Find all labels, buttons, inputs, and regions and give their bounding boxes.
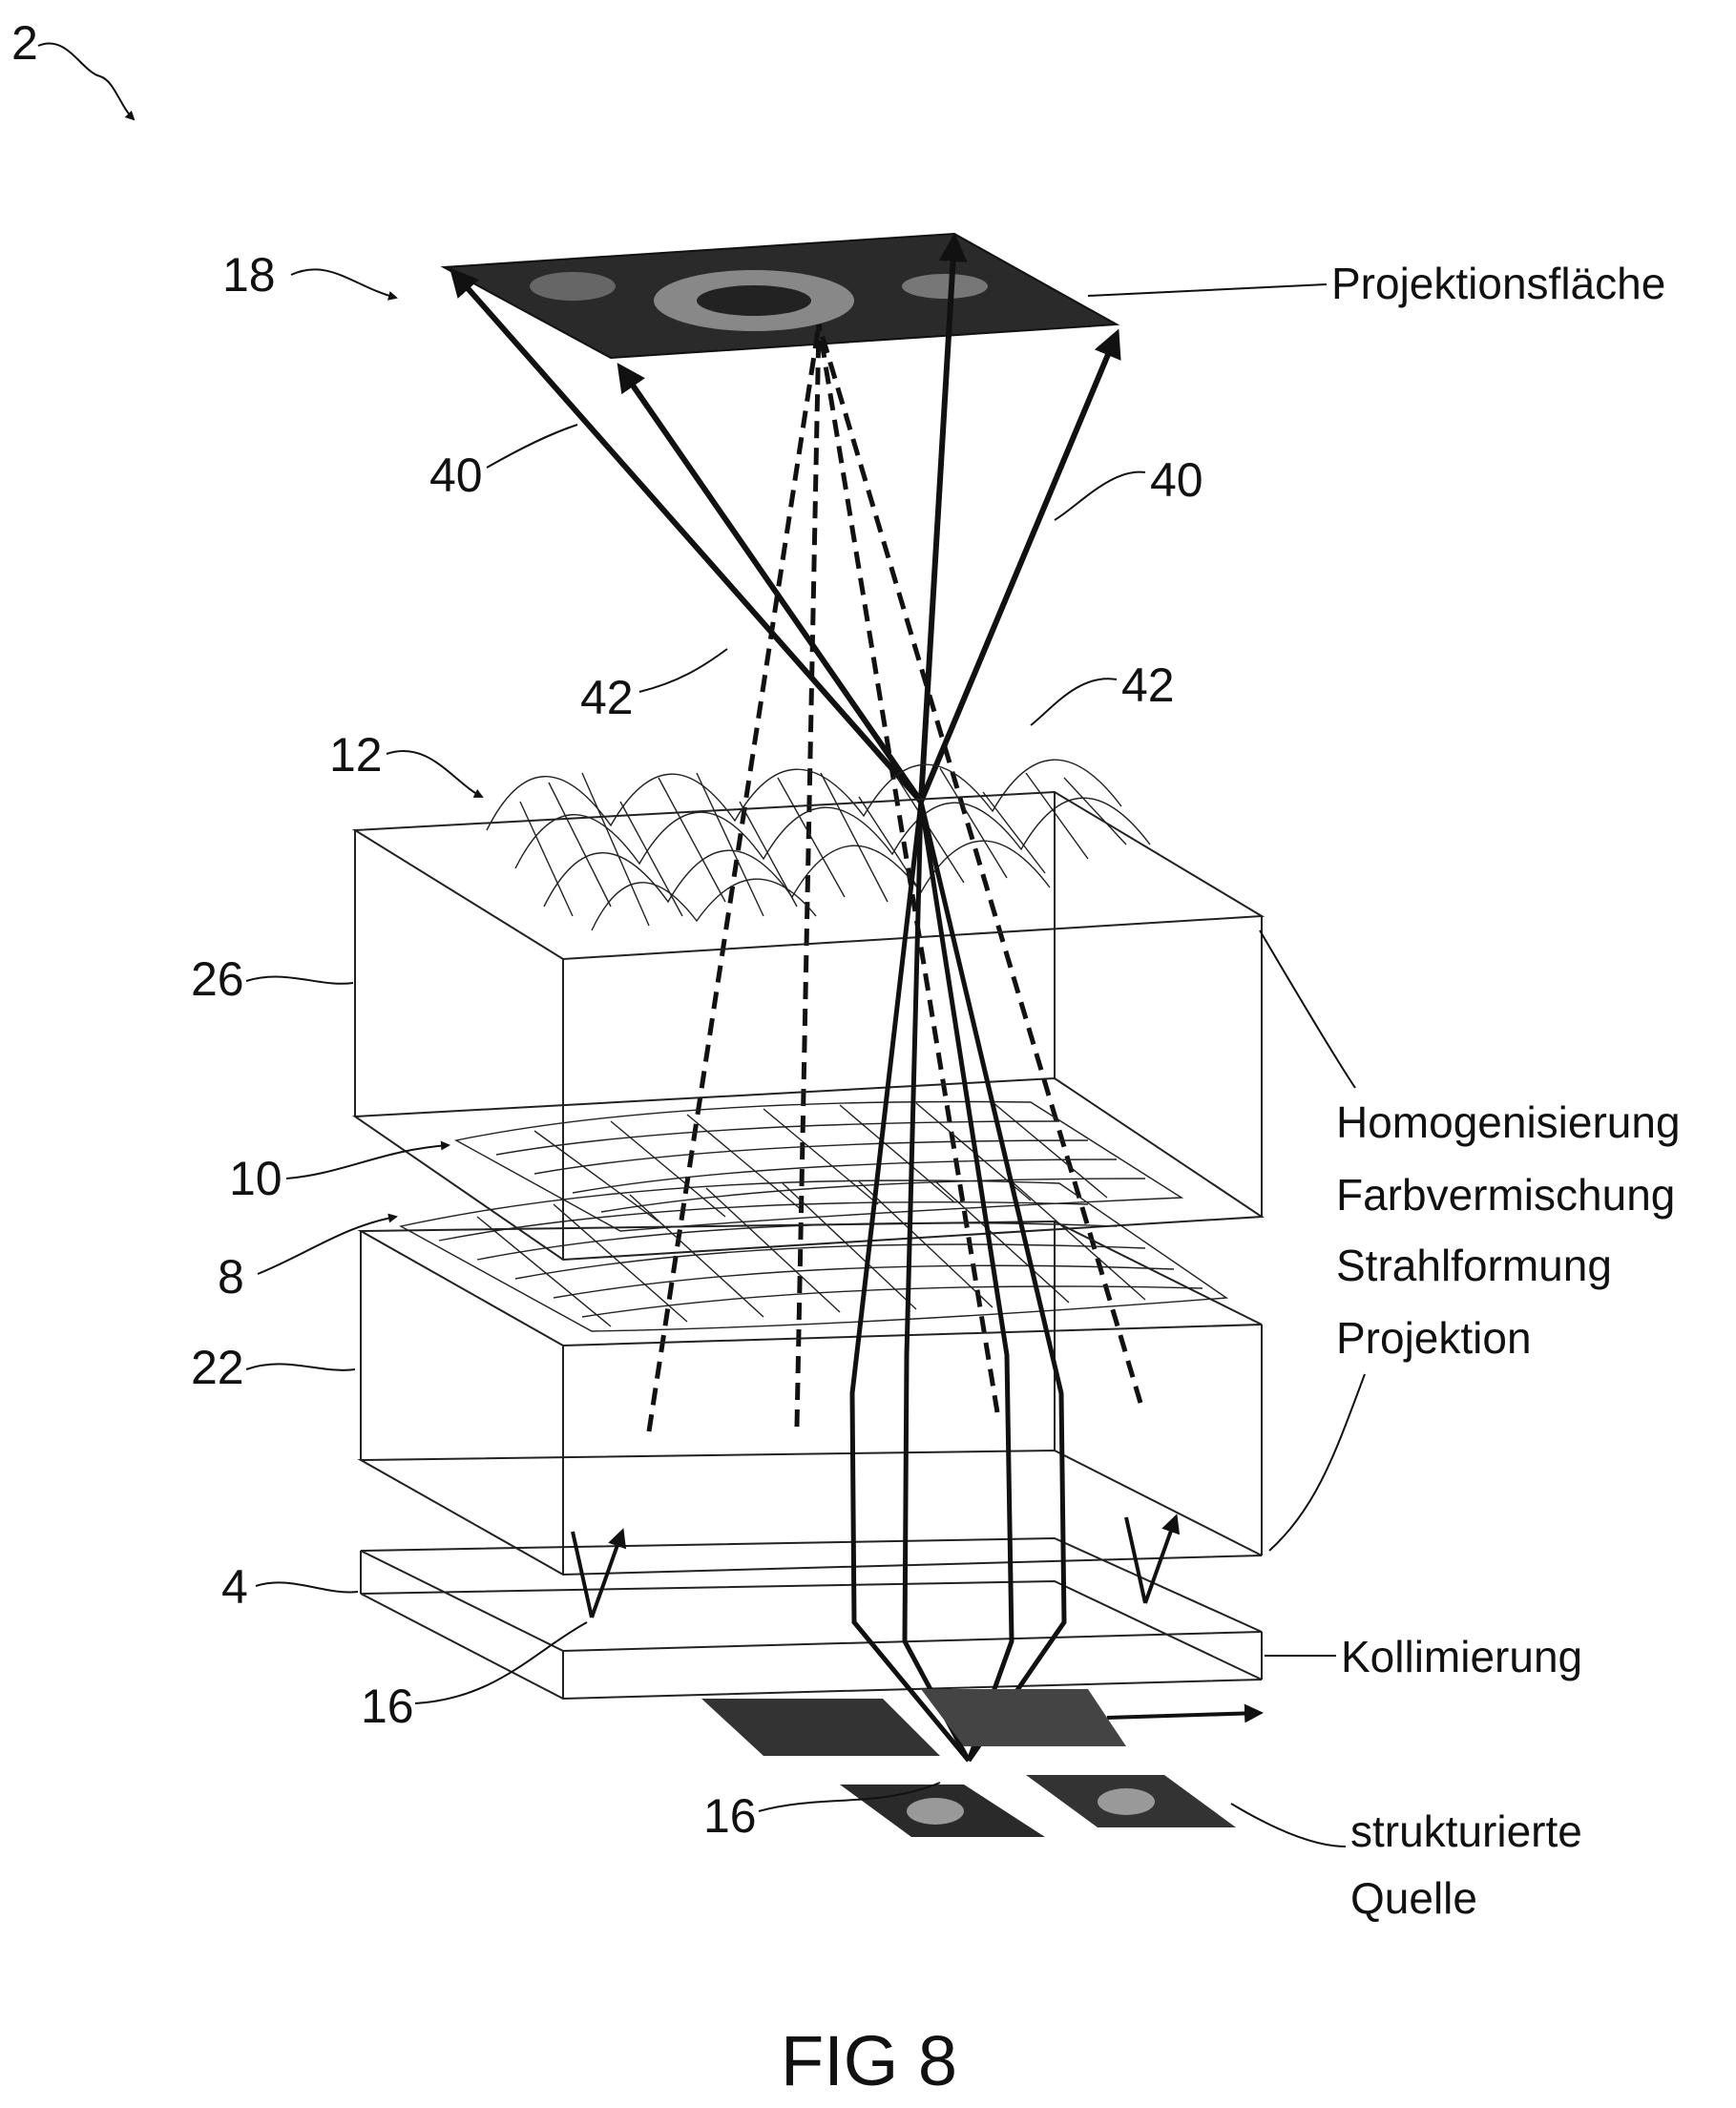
leader-8 <box>258 1217 396 1274</box>
label-function-3: Strahlformung <box>1336 1241 1612 1290</box>
ref-2: 2 <box>11 16 38 70</box>
label-source-1: strukturierte <box>1350 1806 1582 1856</box>
leader-2 <box>38 43 134 119</box>
leader-projection <box>1088 284 1327 296</box>
projection-surface <box>444 234 1117 358</box>
ref-4: 4 <box>221 1560 248 1614</box>
leader-12 <box>387 751 482 797</box>
ref-42-right: 42 <box>1121 658 1175 712</box>
leader-10 <box>286 1145 449 1179</box>
figure-caption: FIG 8 <box>781 2021 957 2100</box>
structured-source <box>701 1689 1236 1837</box>
lens-array-12 <box>487 760 1150 930</box>
leader-40-right <box>1055 472 1145 520</box>
label-collimation: Kollimierung <box>1341 1632 1582 1681</box>
label-source-2: Quelle <box>1350 1873 1477 1923</box>
leader-40-left <box>487 425 577 468</box>
ref-40-right: 40 <box>1150 453 1203 507</box>
leader-projektion <box>1269 1374 1365 1551</box>
leader-42-right <box>1031 678 1117 725</box>
ref-16-left: 16 <box>361 1680 414 1733</box>
leader-18 <box>291 269 396 298</box>
lens-array-8 <box>401 1180 1226 1331</box>
ref-42-left: 42 <box>580 671 634 724</box>
ref-40-left: 40 <box>429 449 483 502</box>
ref-22: 22 <box>191 1341 244 1394</box>
small-arrows-16 <box>573 1517 1260 1718</box>
leader-26 <box>246 977 353 984</box>
ref-26: 26 <box>191 952 244 1006</box>
label-function-4: Projektion <box>1336 1313 1532 1363</box>
label-function-1: Homogenisierung <box>1336 1097 1681 1147</box>
ref-10: 10 <box>229 1152 282 1205</box>
leader-functions <box>1260 930 1355 1088</box>
ref-16-bottom: 16 <box>703 1789 757 1843</box>
beam-bundle <box>852 802 1064 1761</box>
diffuser-10 <box>456 1102 1182 1232</box>
collimation-plate-4 <box>361 1538 1262 1699</box>
leader-4 <box>256 1582 358 1592</box>
ref-12: 12 <box>329 728 383 782</box>
leader-22 <box>246 1364 355 1370</box>
ref-18: 18 <box>222 248 276 302</box>
leader-42-left <box>639 649 727 692</box>
ref-8: 8 <box>218 1250 244 1304</box>
label-projection-surface: Projektionsfläche <box>1331 259 1665 308</box>
leader-source <box>1231 1804 1346 1847</box>
dashed-rays <box>649 324 1140 1431</box>
label-function-2: Farbvermischung <box>1336 1170 1675 1220</box>
